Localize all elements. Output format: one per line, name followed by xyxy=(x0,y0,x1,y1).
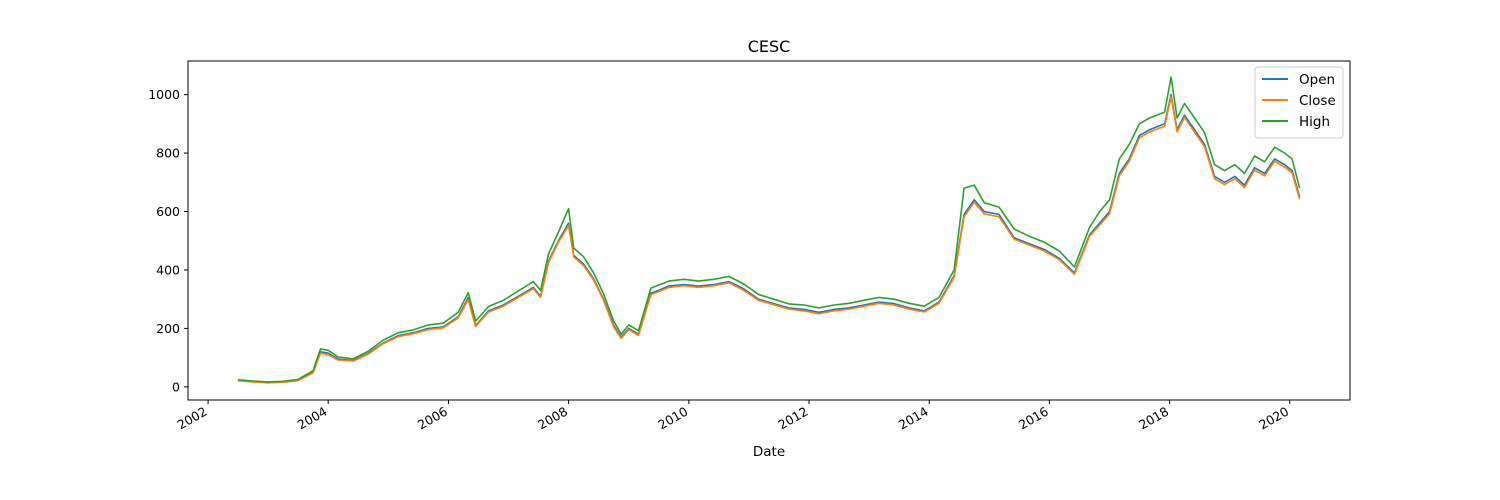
y-tick-label: 400 xyxy=(156,262,180,277)
y-tick-label: 800 xyxy=(156,146,180,161)
series-line-close xyxy=(237,96,1301,384)
y-tick-label: 600 xyxy=(156,204,180,219)
x-tick-label: 2004 xyxy=(295,404,330,433)
x-axis: 2002 2004 2006 2008 2010 2012 2014 2016 2018 2020 xyxy=(175,400,1291,433)
legend-label-high: High xyxy=(1299,114,1330,130)
x-tick-label: 2020 xyxy=(1256,404,1291,433)
y-tick-label: 0 xyxy=(172,379,180,394)
x-tick-label: 2010 xyxy=(655,404,690,433)
x-tick-label: 2006 xyxy=(415,404,450,433)
x-tick-label: 2018 xyxy=(1136,404,1171,433)
legend: Open Close High xyxy=(1254,66,1344,139)
y-tick-label: 200 xyxy=(156,321,180,336)
plot-area xyxy=(187,60,1351,401)
x-tick-label: 2012 xyxy=(775,404,810,433)
x-tick-label: 2014 xyxy=(896,404,931,433)
x-axis-title: Date xyxy=(753,444,785,460)
x-tick-label: 2008 xyxy=(535,404,570,433)
chart-title: CESC xyxy=(748,37,791,56)
x-tick-label: 2016 xyxy=(1016,404,1051,433)
legend-label-close: Close xyxy=(1299,93,1336,109)
x-tick-label: 2002 xyxy=(175,404,210,433)
series-line-high xyxy=(237,76,1301,383)
y-tick-label: 1000 xyxy=(148,87,180,102)
y-axis: 0 200 400 600 800 1000 xyxy=(148,87,188,394)
legend-label-open: Open xyxy=(1299,72,1335,88)
plot-lines xyxy=(237,76,1301,384)
